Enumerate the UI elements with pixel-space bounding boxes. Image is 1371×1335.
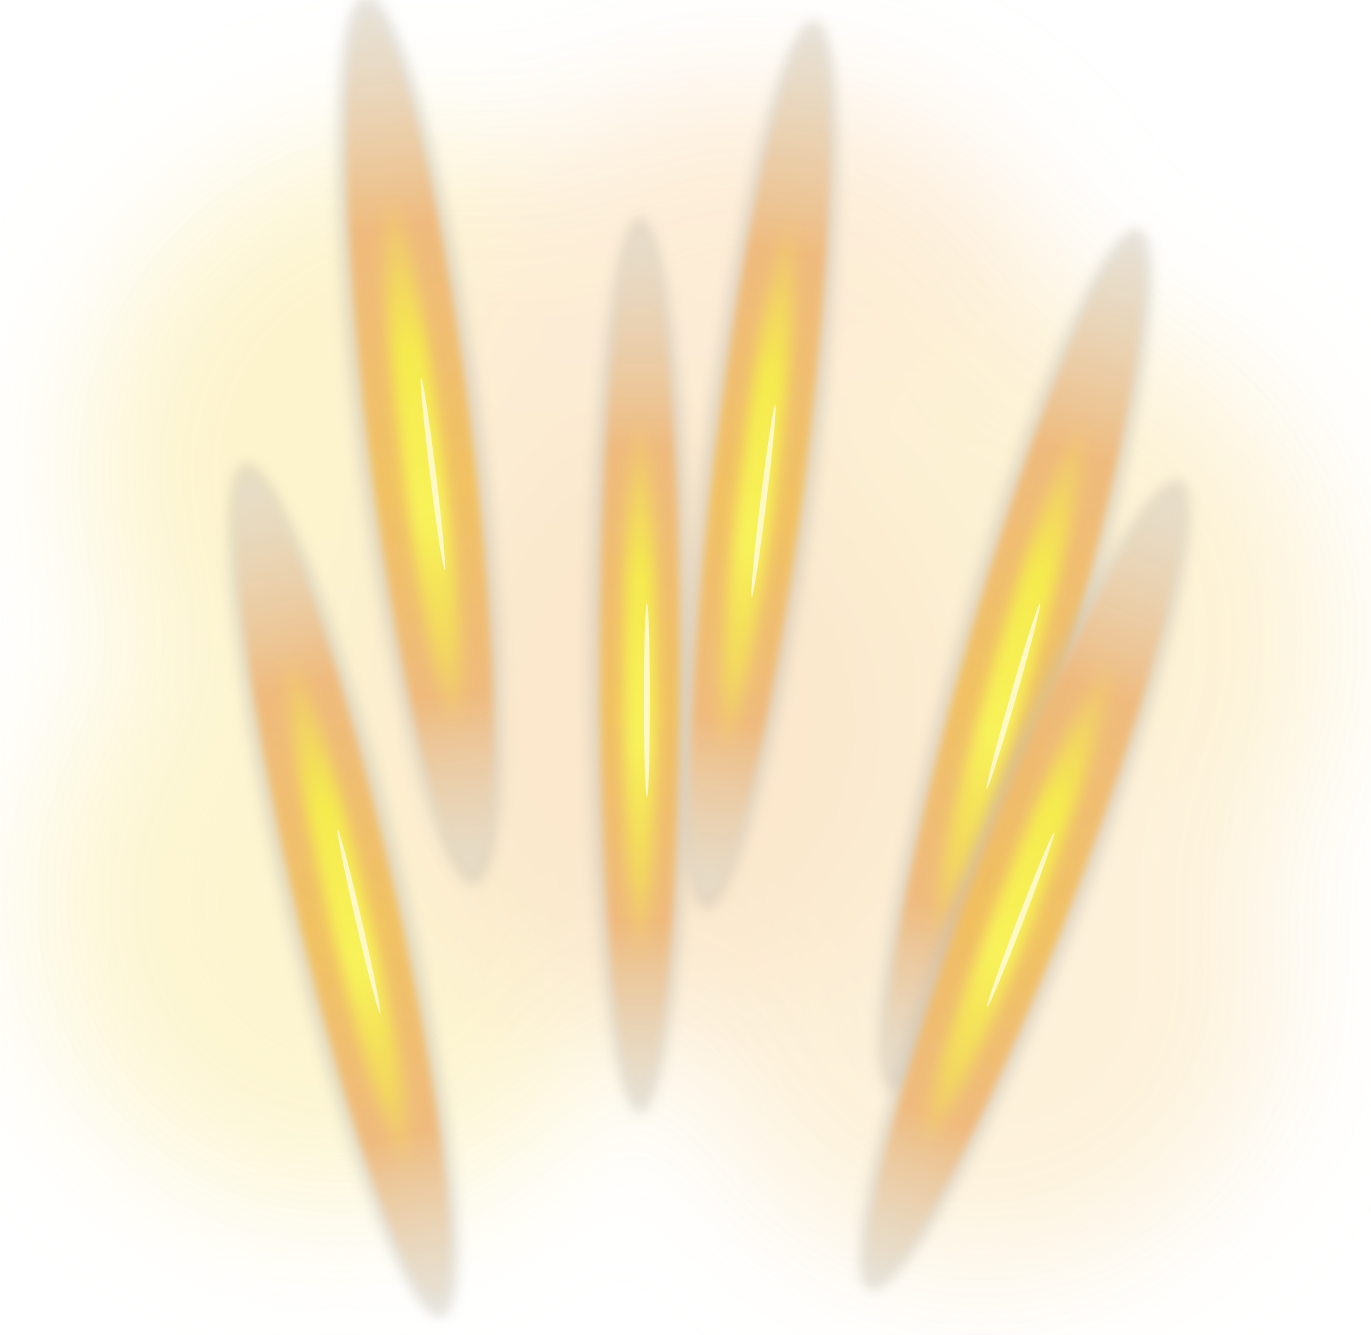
streak-left-top bbox=[336, 0, 504, 885]
streak-core bbox=[931, 418, 1087, 944]
streak-core bbox=[921, 658, 1114, 1151]
streak-core bbox=[284, 651, 411, 1171]
streak-center bbox=[588, 217, 692, 1113]
streak-right-upper bbox=[877, 229, 1153, 1091]
streak-shine bbox=[337, 829, 381, 1014]
streak-core bbox=[623, 414, 657, 960]
streak-core bbox=[719, 216, 796, 758]
streak-shine bbox=[420, 377, 446, 570]
claw-streaks bbox=[227, 0, 1191, 1318]
streak-core bbox=[383, 191, 462, 733]
streak-left-bottom bbox=[227, 462, 459, 1318]
streak-shine bbox=[751, 404, 776, 597]
streak-right-lower bbox=[859, 480, 1191, 1290]
streak-shine bbox=[643, 603, 650, 797]
streak-shine bbox=[986, 603, 1041, 790]
streak-center-right bbox=[680, 20, 840, 910]
streak-shine bbox=[987, 832, 1055, 1008]
